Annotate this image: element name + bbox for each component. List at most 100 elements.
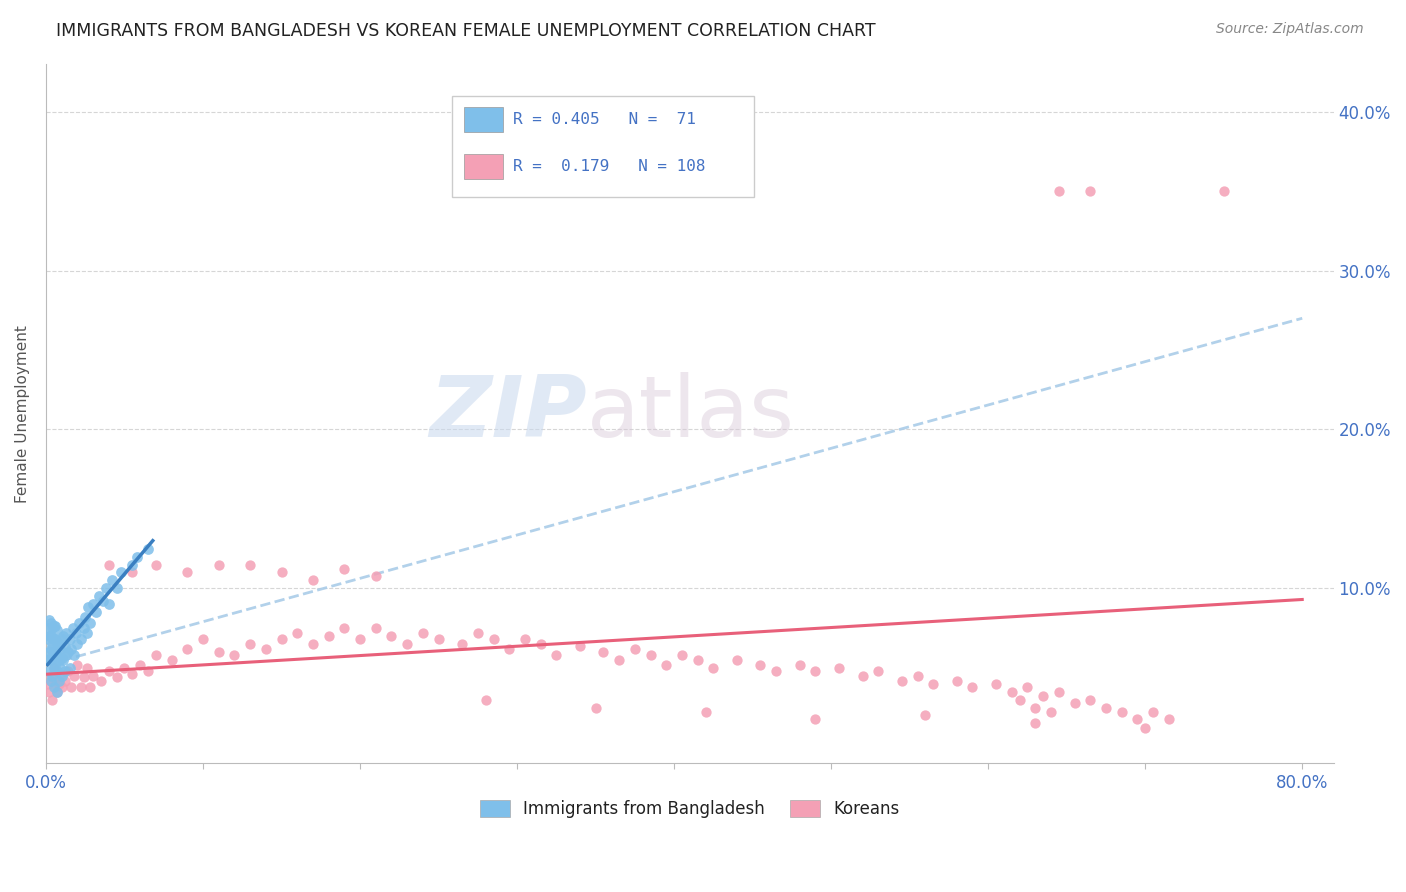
Point xyxy=(66,657,89,672)
Point xyxy=(48,673,70,688)
Point xyxy=(302,637,325,651)
Point xyxy=(868,664,890,678)
Point xyxy=(1001,684,1024,698)
FancyBboxPatch shape xyxy=(451,95,754,197)
Bar xyxy=(464,154,503,179)
Point xyxy=(585,700,607,714)
Point xyxy=(55,625,77,640)
Point xyxy=(62,621,84,635)
Point xyxy=(945,673,967,688)
Point xyxy=(145,648,167,662)
Point xyxy=(42,645,65,659)
Point xyxy=(482,632,505,647)
Point xyxy=(53,640,76,655)
Point xyxy=(52,653,75,667)
Point xyxy=(640,648,662,662)
Point xyxy=(58,632,80,647)
Point xyxy=(1078,184,1101,198)
Point xyxy=(38,613,60,627)
Point xyxy=(498,641,520,656)
Point xyxy=(121,566,143,580)
Point xyxy=(1126,712,1149,726)
Point xyxy=(42,661,65,675)
Point xyxy=(467,625,489,640)
Point xyxy=(101,574,124,588)
Point xyxy=(380,629,402,643)
Point xyxy=(39,669,62,683)
Point xyxy=(48,637,70,651)
Point xyxy=(46,664,69,678)
Point xyxy=(84,605,107,619)
Point xyxy=(79,616,101,631)
Point xyxy=(125,549,148,564)
Point xyxy=(914,708,936,723)
Point xyxy=(39,653,62,667)
Point xyxy=(39,616,62,631)
Text: Source: ZipAtlas.com: Source: ZipAtlas.com xyxy=(1216,22,1364,37)
Point xyxy=(110,566,132,580)
Point xyxy=(451,637,474,651)
Point xyxy=(105,670,128,684)
Point xyxy=(48,676,70,690)
Point xyxy=(364,621,387,635)
Point xyxy=(765,664,787,678)
Text: ZIP: ZIP xyxy=(429,372,586,455)
Point xyxy=(208,645,231,659)
Point xyxy=(121,558,143,572)
Point xyxy=(41,648,63,662)
Point xyxy=(136,541,159,556)
Point xyxy=(176,566,198,580)
Point xyxy=(568,639,591,653)
Point xyxy=(1008,692,1031,706)
Point xyxy=(73,621,96,635)
Point xyxy=(89,590,111,604)
Point xyxy=(97,664,120,678)
Text: atlas: atlas xyxy=(586,372,794,455)
Point xyxy=(56,664,79,678)
Point xyxy=(1212,184,1234,198)
Point xyxy=(79,680,101,694)
Point xyxy=(63,648,86,662)
Point xyxy=(655,657,678,672)
Point xyxy=(624,641,647,656)
Y-axis label: Female Unemployment: Female Unemployment xyxy=(15,325,30,502)
Point xyxy=(804,712,827,726)
Point xyxy=(46,684,69,698)
Point xyxy=(44,645,66,659)
Point xyxy=(49,661,72,675)
Point xyxy=(52,629,75,643)
Point xyxy=(239,637,262,651)
Point xyxy=(58,661,80,675)
Point xyxy=(725,653,748,667)
Legend: Immigrants from Bangladesh, Koreans: Immigrants from Bangladesh, Koreans xyxy=(474,793,907,825)
Point xyxy=(1063,696,1085,710)
Point xyxy=(49,669,72,683)
Point xyxy=(1039,706,1062,720)
Point xyxy=(37,632,59,647)
Point xyxy=(38,664,60,678)
Point xyxy=(1047,184,1070,198)
Point xyxy=(427,632,450,647)
Point xyxy=(530,637,553,651)
Point xyxy=(890,673,912,688)
Point xyxy=(984,676,1007,690)
Point xyxy=(48,653,70,667)
Point xyxy=(804,664,827,678)
Point xyxy=(51,632,73,647)
Point xyxy=(1024,700,1046,714)
Point xyxy=(1017,680,1039,694)
Point xyxy=(922,676,945,690)
Point xyxy=(42,619,65,633)
Point xyxy=(97,558,120,572)
Point xyxy=(60,680,83,694)
Point xyxy=(749,657,772,672)
Point xyxy=(1047,684,1070,698)
Point xyxy=(208,558,231,572)
Point xyxy=(160,653,183,667)
Point xyxy=(285,625,308,640)
Point xyxy=(41,692,63,706)
Point xyxy=(191,632,214,647)
Point xyxy=(1142,706,1164,720)
Point xyxy=(671,648,693,662)
Bar xyxy=(464,107,503,132)
